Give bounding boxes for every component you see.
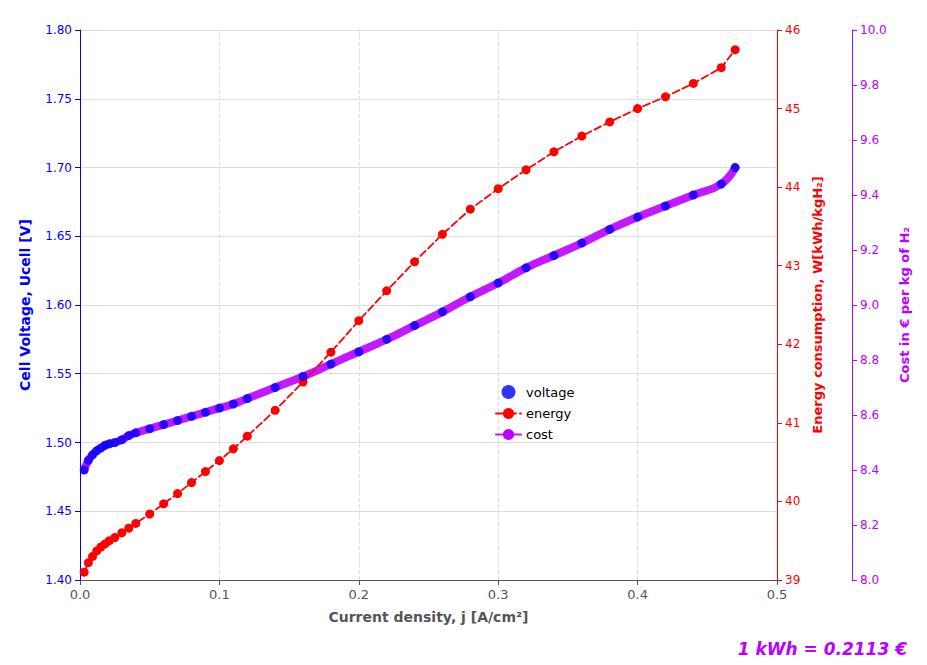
svg-text:1.80: 1.80 [45, 23, 72, 37]
svg-text:Energy consumption, W[kWh/kgH₂: Energy consumption, W[kWh/kgH₂] [810, 176, 825, 433]
svg-text:1.40: 1.40 [45, 573, 72, 587]
svg-text:43: 43 [785, 259, 800, 273]
svg-text:1.50: 1.50 [45, 436, 72, 450]
svg-text:1 kWh = 0.2113 €: 1 kWh = 0.2113 € [738, 639, 908, 659]
svg-text:cost: cost [526, 427, 553, 442]
svg-text:1.45: 1.45 [45, 504, 72, 518]
svg-text:9.4: 9.4 [860, 188, 879, 202]
svg-text:9.2: 9.2 [860, 243, 879, 257]
svg-text:40: 40 [785, 494, 800, 508]
svg-text:41: 41 [785, 416, 800, 430]
svg-text:9.8: 9.8 [860, 78, 879, 92]
svg-text:42: 42 [785, 337, 800, 351]
svg-text:1.75: 1.75 [45, 92, 72, 106]
svg-text:0.3: 0.3 [488, 587, 509, 602]
svg-text:9.6: 9.6 [860, 133, 879, 147]
svg-text:1.65: 1.65 [45, 229, 72, 243]
svg-text:Current density, j [A/cm²]: Current density, j [A/cm²] [328, 609, 528, 625]
svg-text:1.70: 1.70 [45, 161, 72, 175]
svg-text:45: 45 [785, 102, 800, 116]
svg-text:46: 46 [785, 23, 800, 37]
svg-text:Cost in € per kg of H₂: Cost in € per kg of H₂ [897, 227, 912, 383]
svg-text:1.55: 1.55 [45, 367, 72, 381]
svg-text:9.0: 9.0 [860, 298, 879, 312]
svg-text:0.2: 0.2 [348, 587, 369, 602]
svg-text:8.8: 8.8 [860, 353, 879, 367]
svg-text:8.4: 8.4 [860, 463, 879, 477]
svg-text:8.0: 8.0 [860, 573, 879, 587]
svg-text:energy: energy [526, 406, 572, 421]
svg-text:8.6: 8.6 [860, 408, 879, 422]
svg-text:8.2: 8.2 [860, 518, 879, 532]
svg-text:voltage: voltage [526, 385, 575, 400]
svg-text:44: 44 [785, 180, 800, 194]
svg-text:0.1: 0.1 [209, 587, 230, 602]
svg-text:Cell Voltage, Ucell [V]: Cell Voltage, Ucell [V] [17, 219, 33, 391]
svg-text:0.5: 0.5 [767, 587, 788, 602]
svg-text:0.0: 0.0 [70, 587, 91, 602]
svg-text:39: 39 [785, 573, 800, 587]
svg-text:1.60: 1.60 [45, 298, 72, 312]
svg-text:10.0: 10.0 [860, 23, 887, 37]
svg-text:0.4: 0.4 [627, 587, 648, 602]
